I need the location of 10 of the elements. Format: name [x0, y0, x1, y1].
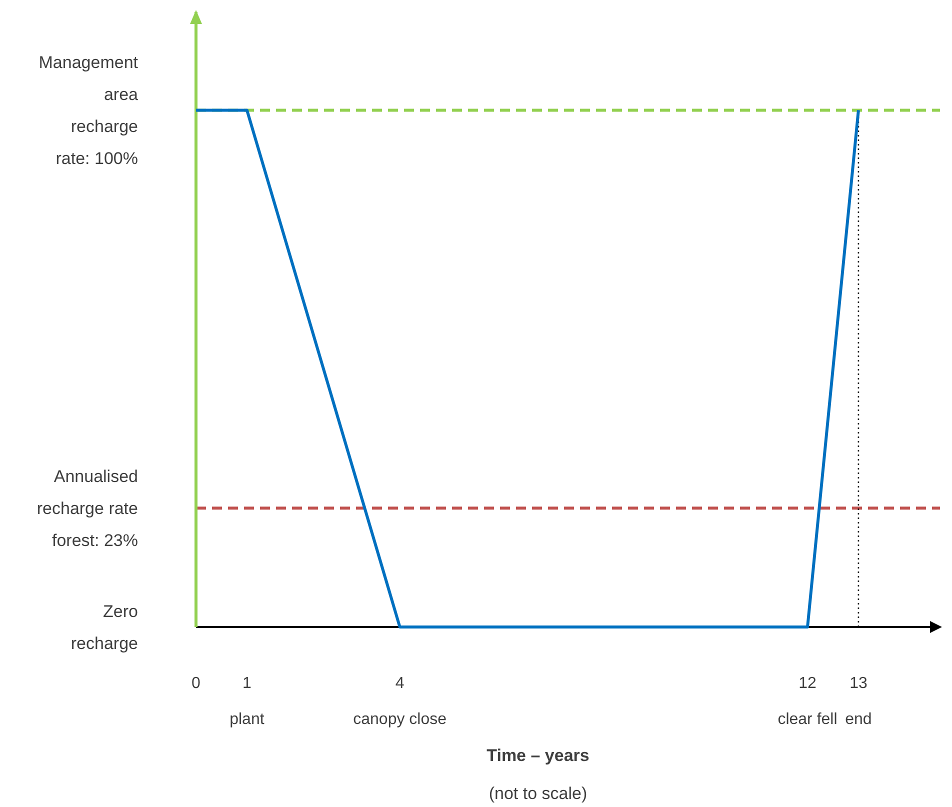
x-axis-title: Time – years	[486, 746, 590, 765]
y-tick-label: Zero recharge	[70, 602, 138, 653]
x-tick-label: 1 plant	[230, 675, 265, 728]
y-tick-label: Annualised recharge rate forest: 23%	[36, 467, 138, 550]
text: (not to scale)	[488, 784, 588, 803]
x-tick-label: 0	[192, 675, 201, 692]
x-tick-label: 12 clear fell	[778, 675, 838, 728]
x-tick-label: 4 canopy close	[353, 675, 447, 728]
y-tick-label: Management area recharge rate: 100%	[38, 53, 139, 168]
x-tick-label: 13 end	[845, 675, 872, 728]
